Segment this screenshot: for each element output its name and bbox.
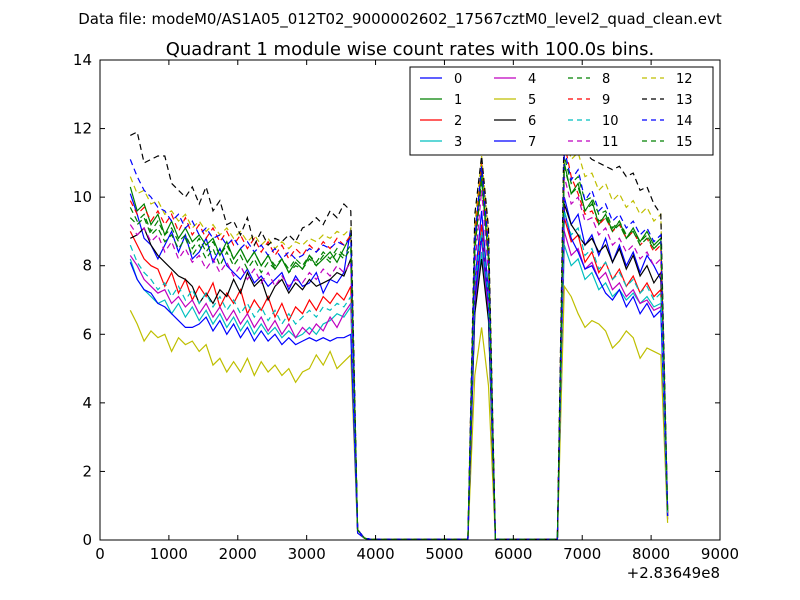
series-layer <box>129 114 669 540</box>
legend-label-4: 4 <box>528 72 536 87</box>
plot-frame <box>99 59 721 541</box>
x-tick-label: 8000 <box>632 545 670 563</box>
x-tick-label: 1000 <box>150 545 188 563</box>
y-tick-label: 2 <box>82 462 92 480</box>
y-tick-label: 8 <box>82 257 92 275</box>
series-line-3 <box>129 244 669 540</box>
x-tick-label: 2000 <box>219 545 257 563</box>
legend-box <box>409 66 714 156</box>
legend-label-15: 15 <box>676 135 693 150</box>
legend-label-8: 8 <box>602 72 610 87</box>
x-tick-label: 0 <box>95 545 105 563</box>
legend-label-5: 5 <box>528 93 536 108</box>
y-tick-label: 12 <box>73 120 92 138</box>
y-tick-label: 10 <box>73 188 92 206</box>
series-line-0 <box>129 193 669 540</box>
legend-label-2: 2 <box>454 114 462 129</box>
y-tick-label: 4 <box>82 394 92 412</box>
series-line-14 <box>129 148 669 540</box>
chart-suptitle: Data file: modeM0/AS1A05_012T02_90000026… <box>78 10 722 29</box>
series-line-9 <box>129 142 669 540</box>
legend-label-7: 7 <box>528 135 536 150</box>
series-line-8 <box>129 155 669 540</box>
legend-label-6: 6 <box>528 114 536 129</box>
x-tick-label: 3000 <box>288 545 326 563</box>
legend-label-0: 0 <box>454 72 462 87</box>
series-line-5 <box>129 284 669 540</box>
chart-title: Quadrant 1 module wise count rates with … <box>166 39 655 60</box>
legend-label-1: 1 <box>454 93 462 108</box>
y-tick-label: 14 <box>73 51 92 69</box>
series-line-2 <box>129 217 669 540</box>
series-line-1 <box>129 162 669 540</box>
x-tick-label: 6000 <box>494 545 532 563</box>
axis-layer: 0 1000 2000 3000 4000 5000 6000 7000 8000 9000 0 2 4… <box>73 51 739 563</box>
x-tick-label: 5000 <box>425 545 463 563</box>
legend-label-14: 14 <box>676 114 693 129</box>
legend-label-12: 12 <box>676 72 693 87</box>
legend-label-10: 10 <box>602 114 619 129</box>
y-tick-label: 0 <box>82 531 92 549</box>
legend-label-3: 3 <box>454 135 462 150</box>
x-offset-label: +2.83649e8 <box>627 564 720 582</box>
series-line-15 <box>129 166 669 540</box>
x-tick-label: 9000 <box>701 545 739 563</box>
legend-label-13: 13 <box>676 93 693 108</box>
x-tick-label: 7000 <box>563 545 601 563</box>
legend-label-11: 11 <box>602 135 619 150</box>
legend-label-9: 9 <box>602 93 610 108</box>
y-tick-label: 6 <box>82 325 92 343</box>
series-line-12 <box>129 128 669 540</box>
x-tick-label: 4000 <box>356 545 394 563</box>
